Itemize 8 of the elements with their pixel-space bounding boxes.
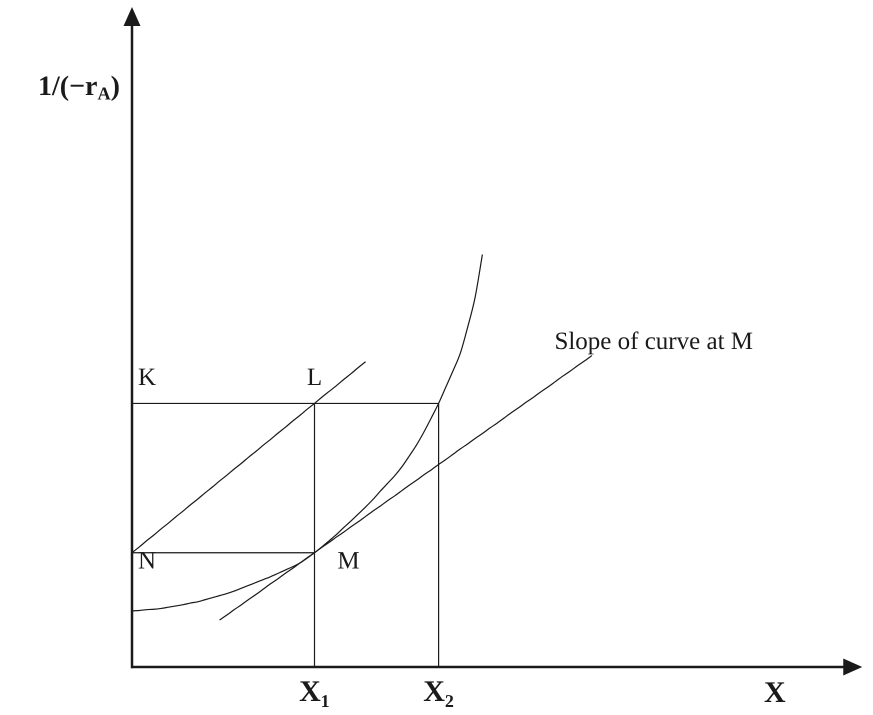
annotation: L: [306, 364, 322, 391]
x-tick-label: X₂: [423, 674, 454, 708]
annotation: M: [337, 547, 360, 574]
annotation: K: [138, 364, 156, 391]
x-tick-label: X₁: [299, 674, 330, 708]
text: 1/(−r$_{A}$): [38, 70, 120, 104]
x-axis-title: X: [764, 676, 786, 709]
annotation: Slope of curve at M: [554, 327, 753, 358]
